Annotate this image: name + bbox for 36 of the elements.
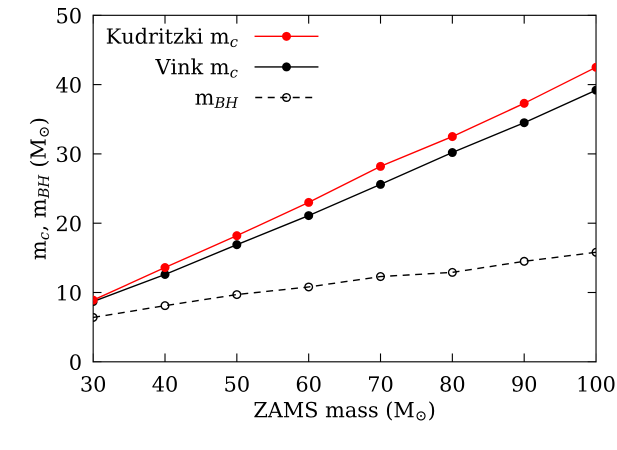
x-tick-label: 30	[82, 376, 106, 392]
y-tick-label: 50	[57, 8, 81, 24]
legend-label: Kudritzki m$_{c}$	[106, 28, 238, 48]
point	[232, 290, 242, 300]
x-tick-label: 80	[440, 376, 464, 392]
point	[304, 211, 314, 220]
legend-label: m$_{BH}$	[195, 94, 238, 108]
y-tick-label: 0	[70, 354, 81, 370]
point	[520, 98, 529, 108]
point	[232, 231, 242, 240]
point	[520, 256, 529, 266]
point	[520, 118, 529, 128]
point	[160, 301, 170, 310]
x-axis-title: ZAMS mass (M$_{⊙}$)	[254, 401, 434, 420]
x-tick-label: 70	[369, 376, 392, 392]
point	[376, 180, 386, 189]
point	[232, 240, 242, 250]
y-tick-label: 10	[58, 284, 81, 301]
point	[376, 272, 386, 282]
point	[304, 282, 314, 292]
y-tick-label: 40	[56, 77, 81, 93]
point	[376, 162, 386, 171]
y-tick-label: 30	[57, 146, 81, 162]
y-tick-label: 20	[56, 216, 81, 232]
legend-label: Vink m$_{c}$	[155, 58, 238, 78]
point	[448, 132, 457, 142]
x-tick-label: 50	[225, 376, 249, 392]
x-tick-label: 100	[578, 376, 615, 392]
point	[448, 268, 457, 277]
x-tick-label: 60	[296, 376, 321, 392]
point	[304, 198, 314, 207]
point	[448, 148, 457, 158]
x-tick-label: 40	[152, 376, 177, 392]
y-axis-title: m$_{c}$, m$_{BH}$ (M$_{⊙}$)	[30, 118, 50, 260]
x-tick-label: 90	[512, 376, 536, 392]
point	[160, 263, 170, 272]
